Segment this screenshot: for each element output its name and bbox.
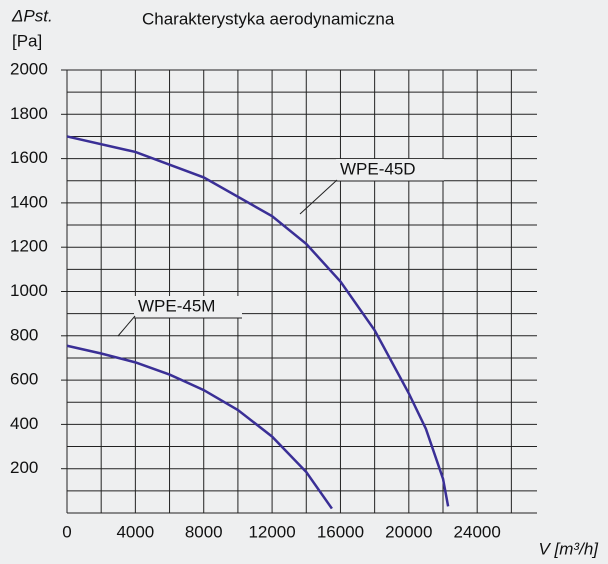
- x-tick-label: 16000: [317, 522, 364, 541]
- y-tick-label: 2000: [10, 59, 48, 78]
- y-axis-label: ΔPst.: [11, 6, 53, 25]
- x-tick-label: 12000: [248, 522, 295, 541]
- y-tick-label: 1400: [10, 192, 48, 211]
- y-tick-label: 1000: [10, 281, 48, 300]
- legend-label: WPE-45M: [138, 296, 215, 315]
- y-tick-label: 800: [10, 325, 38, 344]
- legend-label: WPE-45D: [340, 159, 416, 178]
- legend-label-bg: [336, 159, 444, 181]
- y-tick-label: 1200: [10, 237, 48, 256]
- leader-line: [299, 179, 338, 215]
- y-tick-label: 600: [10, 370, 38, 389]
- y-tick-label: 1800: [10, 104, 48, 123]
- x-tick-label: 20000: [385, 522, 432, 541]
- curve: [66, 135, 450, 507]
- chart-title: Charakterystyka aerodynamiczna: [142, 9, 395, 28]
- x-tick-label: 4000: [116, 522, 154, 541]
- x-tick-label: 8000: [185, 522, 223, 541]
- legend-label-bg: [134, 296, 242, 318]
- y-tick-label: 200: [10, 458, 38, 477]
- y-tick-label: 400: [10, 414, 38, 433]
- y-tick-label: 1600: [10, 148, 48, 167]
- curve: [66, 344, 333, 510]
- y-axis-unit: [Pa]: [12, 31, 42, 50]
- leader-line: [117, 315, 136, 337]
- x-tick-label: 24000: [454, 522, 501, 541]
- x-axis-label: V [m³/h]: [538, 539, 599, 558]
- x-tick-label: 0: [62, 522, 71, 541]
